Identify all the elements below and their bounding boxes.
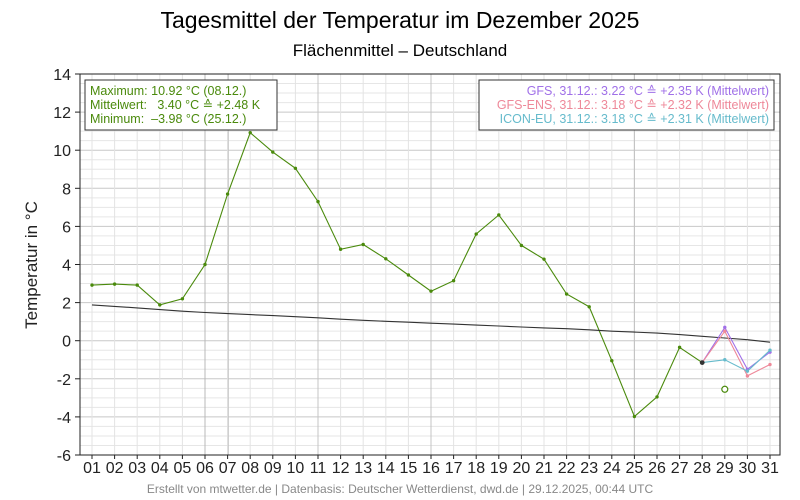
y-tick-label: -6 (57, 448, 71, 465)
data-point-observed (248, 130, 252, 135)
y-tick-label: 2 (62, 296, 71, 313)
x-tick-label: 09 (264, 460, 282, 477)
x-tick-label: 26 (648, 460, 666, 477)
y-tick-label: 14 (53, 67, 71, 84)
data-point-observed (655, 395, 659, 399)
x-tick-label: 15 (400, 460, 418, 477)
x-tick-label: 22 (558, 460, 576, 477)
y-tick-label: -4 (57, 410, 71, 427)
data-point-observed (542, 257, 546, 261)
y-tick-label: 0 (62, 334, 71, 351)
data-point-gfs-ens (723, 329, 727, 333)
data-point-icon-eu (745, 369, 750, 373)
x-tick-label: 11 (310, 460, 327, 477)
x-tick-label: 16 (422, 460, 440, 477)
data-point-observed (271, 150, 275, 154)
x-tick-label: 14 (377, 460, 395, 477)
data-point-observed (293, 166, 298, 170)
stats-box: Maximum: 10.92 °C (08.12.) Mittelwert: 3… (84, 79, 278, 131)
x-tick-label: 25 (626, 460, 644, 477)
x-tick-label: 12 (332, 460, 350, 477)
data-point-observed (90, 283, 94, 287)
data-point-gfs (723, 325, 727, 330)
x-tick-label: 03 (128, 460, 146, 477)
x-tick-label: 20 (513, 460, 531, 477)
stats-minimum: Minimum: –3.98 °C (25.12.) (90, 112, 246, 126)
data-point-observed (406, 273, 411, 277)
chart-title: Tagesmittel der Temperatur im Dezember 2… (161, 7, 640, 33)
data-point-observed (429, 289, 433, 293)
data-point-observed (338, 247, 343, 251)
data-point-observed (203, 262, 207, 267)
data-point-observed (384, 257, 388, 261)
data-point-observed (632, 414, 637, 419)
stats-maximum: Maximum: 10.92 °C (08.12.) (90, 84, 246, 98)
series (90, 130, 772, 419)
data-point-observed (180, 297, 185, 301)
data-point-observed (225, 192, 230, 196)
series-line-observed (91, 131, 703, 418)
footer-credit: Erstellt von mtwetter.de | Datenbasis: D… (147, 482, 654, 496)
series-line-icon-eu (702, 349, 771, 372)
data-point-observed (564, 292, 569, 296)
data-point-observed (519, 243, 524, 248)
grid (80, 73, 780, 456)
x-tick-label: 18 (467, 460, 485, 477)
y-tick-label: 8 (62, 181, 71, 198)
data-point-observed (361, 242, 365, 247)
x-tick-label: 29 (716, 460, 734, 477)
legend-entry-gfs-ens: GFS-ENS, 31.12.: 3.18 °C ≙ +2.32 K (Mitt… (497, 98, 769, 112)
x-tick-label: 06 (196, 460, 214, 477)
x-tick-label: 31 (761, 460, 779, 477)
data-point-icon-eu (723, 358, 727, 362)
legend: GFS, 31.12.: 3.22 °C ≙ +2.35 K (Mittelwe… (478, 79, 775, 131)
legend-entry-gfs: GFS, 31.12.: 3.22 °C ≙ +2.35 K (Mittelwe… (527, 84, 769, 98)
legend-entry-icon-eu: ICON-EU, 31.12.: 3.18 °C ≙ +2.31 K (Mitt… (500, 112, 769, 126)
data-point-observed (158, 303, 162, 307)
y-tick-label: 4 (62, 258, 71, 275)
y-tick-label: -2 (57, 372, 71, 389)
data-point-gfs-ens (768, 362, 772, 367)
x-tick-label: 07 (219, 460, 237, 477)
forecast-start-point (699, 360, 705, 366)
x-tick-label: 24 (603, 460, 621, 477)
x-tick-label: 19 (490, 460, 508, 477)
x-tick-label: 13 (354, 460, 372, 477)
data-point-observed (316, 199, 320, 204)
chart-subtitle: Flächenmittel – Deutschland (293, 41, 508, 60)
x-tick-label: 30 (739, 460, 757, 477)
data-point-observed (135, 283, 139, 287)
data-point-icon-eu (768, 348, 772, 352)
x-tick-label: 10 (287, 460, 305, 477)
x-tick-label: 17 (445, 460, 463, 477)
y-tick-label: 10 (53, 143, 71, 160)
stats-mean: Mittelwert: 3.40 °C ≙ +2.48 K (90, 98, 261, 112)
x-tick-label: 04 (151, 460, 169, 477)
data-point-observed (112, 282, 117, 286)
y-tick-label: 12 (53, 105, 71, 122)
data-point-observed (497, 213, 501, 217)
data-point-gfs-ens (745, 374, 750, 378)
y-axis-label: Temperatur in °C (22, 201, 41, 329)
series-line-climate (91, 304, 771, 343)
y-tick-label: 6 (62, 219, 71, 236)
x-tick-label: 08 (241, 460, 259, 477)
x-tick-label: 05 (174, 460, 192, 477)
x-tick-label: 27 (671, 460, 689, 477)
hollow-marker-point (721, 385, 729, 393)
data-point-observed (587, 305, 591, 309)
data-point-observed (474, 232, 478, 236)
data-point-observed (677, 345, 682, 350)
series-line-gfs-ens (701, 330, 771, 377)
x-tick-label: 01 (83, 460, 101, 477)
x-tick-label: 21 (535, 460, 553, 477)
data-point-observed (451, 278, 456, 283)
x-tick-label: 28 (693, 460, 711, 477)
x-tick-label: 23 (580, 460, 598, 477)
data-point-observed (610, 359, 614, 363)
x-tick-label: 02 (106, 460, 124, 477)
